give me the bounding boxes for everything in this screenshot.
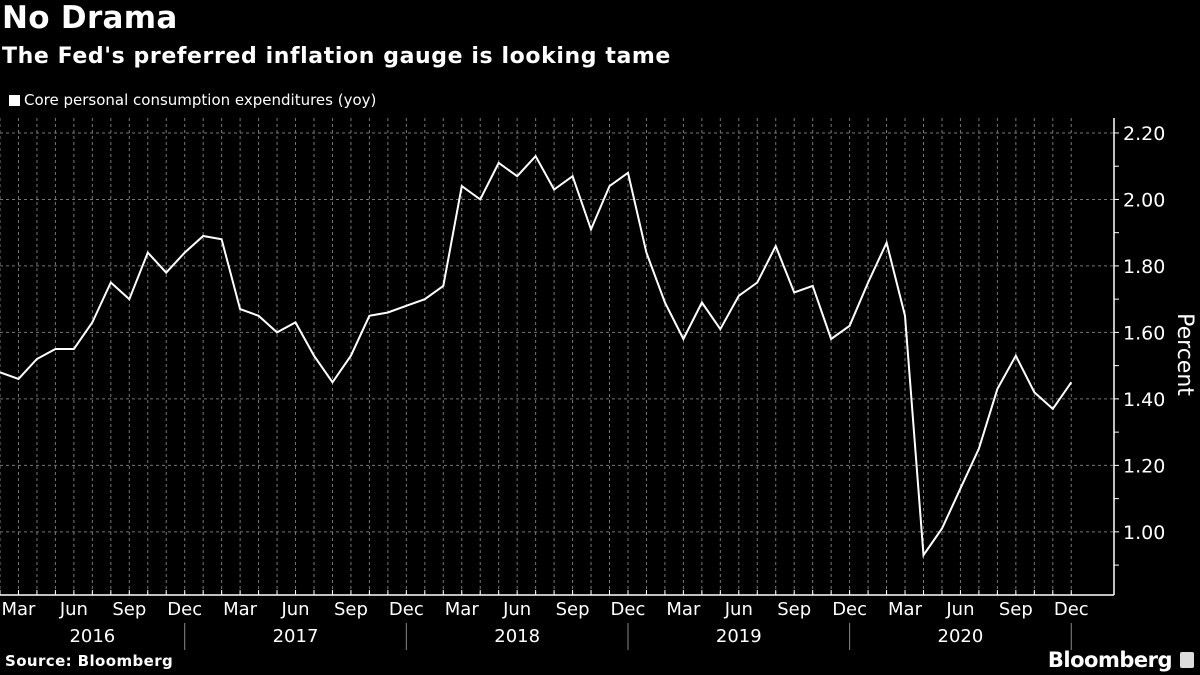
x-year-label: 2016	[69, 626, 115, 647]
x-tick-label: Mar	[1, 599, 36, 620]
y-axis-title: Percent	[1172, 313, 1197, 396]
y-tick-label: 1.80	[1123, 256, 1165, 278]
y-tick-label: 1.00	[1123, 522, 1165, 544]
x-tick-label: Jun	[59, 599, 88, 620]
x-tick-label: Dec	[832, 599, 867, 620]
x-year-label: 2018	[494, 626, 540, 647]
x-year-label: 2017	[273, 626, 319, 647]
bloomberg-logo-icon	[1180, 652, 1194, 668]
x-tick-label: Mar	[445, 599, 480, 620]
y-tick-label: 1.40	[1123, 389, 1165, 411]
x-tick-label: Mar	[888, 599, 923, 620]
y-tick-label: 1.60	[1123, 322, 1165, 344]
bloomberg-logo: Bloomberg	[1048, 648, 1194, 672]
legend: Core personal consumption expenditures (…	[9, 91, 376, 109]
x-tick-label: Jun	[945, 599, 974, 620]
chart-title: No Drama	[2, 0, 178, 36]
x-tick-label: Dec	[167, 599, 202, 620]
x-tick-label: Jun	[724, 599, 753, 620]
x-tick-label: Jun	[280, 599, 309, 620]
logo-text: Bloomberg	[1047, 648, 1173, 672]
x-tick-label: Sep	[556, 599, 590, 620]
legend-label: Core personal consumption expenditures (…	[24, 91, 377, 109]
chart-subtitle: The Fed's preferred inflation gauge is l…	[2, 44, 671, 69]
x-tick-label: Sep	[777, 599, 811, 620]
x-tick-label: Dec	[1054, 599, 1089, 620]
legend-swatch	[9, 94, 20, 106]
x-year-label: 2019	[716, 626, 762, 647]
x-tick-label: Dec	[611, 599, 646, 620]
y-tick-label: 2.00	[1123, 189, 1165, 211]
x-year-label: 2020	[938, 626, 984, 647]
x-tick-label: Sep	[334, 599, 368, 620]
x-tick-label: Sep	[112, 599, 146, 620]
x-tick-label: Jun	[502, 599, 531, 620]
x-tick-label: Sep	[999, 599, 1033, 620]
x-tick-label: Dec	[389, 599, 424, 620]
y-tick-label: 2.20	[1123, 123, 1165, 145]
source-note: Source: Bloomberg	[5, 652, 174, 670]
x-tick-label: Mar	[666, 599, 701, 620]
x-tick-label: Mar	[223, 599, 258, 620]
y-tick-label: 1.20	[1123, 455, 1165, 477]
